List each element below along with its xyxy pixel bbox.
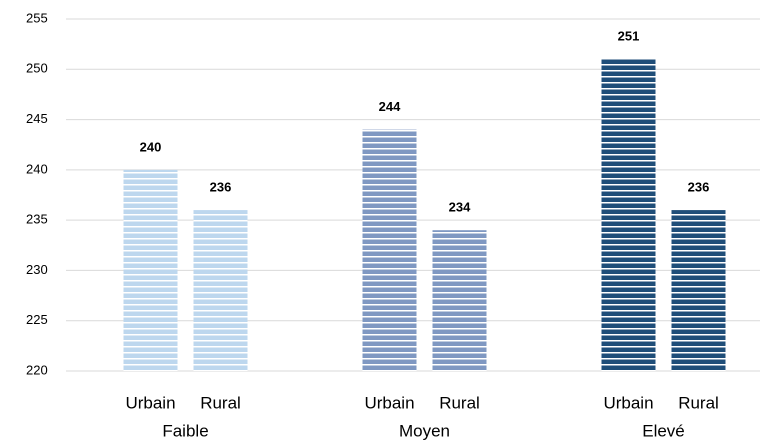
bar — [432, 230, 487, 371]
x-tick-label: Urbain — [125, 393, 175, 412]
data-label: 244 — [379, 99, 401, 114]
data-label: 236 — [688, 180, 710, 195]
group-label: Elevé — [642, 421, 685, 440]
group-label: Faible — [162, 421, 208, 440]
bar — [193, 210, 248, 371]
x-tick-label: Rural — [678, 393, 719, 412]
x-tick-label: Rural — [439, 393, 480, 412]
bar — [362, 129, 417, 371]
data-label: 251 — [618, 29, 640, 44]
data-label: 240 — [140, 139, 162, 154]
y-tick-label: 245 — [26, 111, 48, 126]
data-label: 236 — [210, 180, 232, 195]
x-tick-label: Urbain — [603, 393, 653, 412]
y-tick-label: 220 — [26, 362, 48, 377]
y-tick-label: 235 — [26, 212, 48, 227]
group-label: Moyen — [399, 421, 450, 440]
data-label: 234 — [449, 200, 471, 215]
y-tick-label: 250 — [26, 61, 48, 76]
y-tick-label: 230 — [26, 262, 48, 277]
x-tick-label: Urbain — [364, 393, 414, 412]
bar — [601, 59, 656, 371]
y-tick-label: 240 — [26, 161, 48, 176]
x-tick-label: Rural — [200, 393, 241, 412]
bar — [123, 169, 178, 371]
y-tick-label: 225 — [26, 312, 48, 327]
y-tick-label: 255 — [26, 10, 48, 25]
bar — [671, 210, 726, 371]
